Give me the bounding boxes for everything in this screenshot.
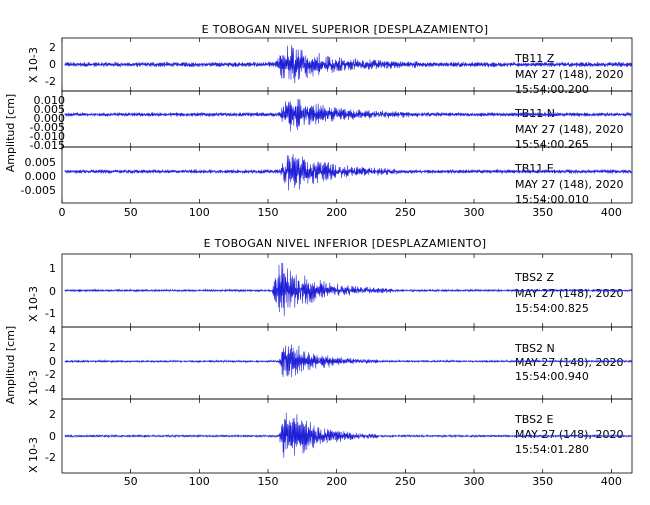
y-tick-label: 0.010 bbox=[34, 94, 66, 107]
y-tick-label: 2 bbox=[49, 408, 56, 421]
y-tick-label: -0.005 bbox=[30, 121, 65, 134]
bottom-x-tick-labels: 50 100 150 200 250 300 350 400 bbox=[124, 475, 622, 488]
channel-label: TB11 Z bbox=[514, 52, 555, 65]
y-tick-label: 0 bbox=[49, 355, 56, 368]
x-tick-label: 150 bbox=[258, 206, 279, 219]
x-tick-label: 50 bbox=[124, 206, 138, 219]
y-tick-labels: 2 0 -2 bbox=[45, 41, 56, 88]
x-tick-label: 350 bbox=[532, 206, 553, 219]
waveform-trace-tbs2-e bbox=[64, 412, 633, 458]
x-tick-label: 200 bbox=[326, 475, 347, 488]
waveform-trace-tbs2-z bbox=[64, 262, 633, 317]
y-tick-label: 2 bbox=[49, 41, 56, 54]
y-tick-label: 0.000 bbox=[25, 170, 57, 183]
x-tick-label: 400 bbox=[601, 475, 622, 488]
y-tick-label: -0.010 bbox=[30, 130, 65, 143]
y-tick-label: 0.000 bbox=[34, 112, 66, 125]
scale-label: X 10-3 bbox=[27, 47, 40, 83]
top-y-axis-label: Amplitud [cm] bbox=[4, 94, 17, 172]
bottom-panel-3: X 10-3 2 0 -2 TBS2 E MAY 27 (148), 2020 … bbox=[27, 398, 633, 474]
x-tick-label: 0 bbox=[59, 206, 66, 219]
panel-frame bbox=[61, 146, 633, 204]
scale-label: X 10-3 bbox=[27, 437, 40, 473]
x-tick-label: 150 bbox=[258, 475, 279, 488]
time-label: 15:54:00.010 bbox=[515, 193, 589, 206]
x-tick-label: 300 bbox=[464, 475, 485, 488]
y-tick-label: -2 bbox=[45, 451, 56, 464]
date-label: MAY 27 (148), 2020 bbox=[515, 123, 623, 136]
time-label: 15:54:00.200 bbox=[515, 83, 589, 96]
scale-label: X 10-3 bbox=[27, 286, 40, 322]
waveform-trace-tbs2-n bbox=[64, 344, 633, 378]
y-tick-label: 0 bbox=[49, 285, 56, 298]
x-tick-label: 350 bbox=[532, 475, 553, 488]
waveform-trace-tb11-e bbox=[64, 154, 633, 191]
date-label: MAY 27 (148), 2020 bbox=[515, 287, 623, 300]
top-panel-2: 0.010 0.005 0.000 -0.005 -0.010 -0.015 T… bbox=[30, 90, 633, 152]
top-panel-3: 0.005 0.000 -0.005 TB11 E MAY 27 (148), … bbox=[21, 146, 633, 206]
scale-label: X 10-3 bbox=[27, 370, 40, 406]
x-tick-label: 50 bbox=[124, 475, 138, 488]
y-tick-labels: 0.010 0.005 0.000 -0.005 -0.010 -0.015 bbox=[30, 94, 65, 152]
waveform-traces bbox=[64, 45, 633, 458]
channel-label: TBS2 E bbox=[514, 413, 554, 426]
y-tick-labels: 1 0 -1 bbox=[45, 262, 56, 320]
y-tick-label: 4 bbox=[49, 324, 56, 337]
y-tick-label: 0 bbox=[49, 58, 56, 71]
x-tick-label: 100 bbox=[189, 475, 210, 488]
y-tick-label: -4 bbox=[45, 383, 56, 396]
top-panel-1: X 10-3 2 0 -2 TB11 Z MAY 27 (148), 2020 … bbox=[27, 37, 633, 96]
y-tick-labels: 0.005 0.000 -0.005 bbox=[21, 156, 56, 197]
top-chart-title: E TOBOGAN NIVEL SUPERIOR [DESPLAZAMIENTO… bbox=[202, 23, 489, 36]
y-tick-label: -0.005 bbox=[21, 184, 56, 197]
date-label: MAY 27 (148), 2020 bbox=[515, 68, 623, 81]
bottom-y-axis-label: Amplitud [cm] bbox=[4, 326, 17, 404]
y-tick-label: -2 bbox=[45, 75, 56, 88]
bottom-panel-2: X 10-3 4 2 0 -2 -4 TBS2 N MAY 27 (148), … bbox=[27, 324, 633, 406]
date-label: MAY 27 (148), 2020 bbox=[515, 178, 623, 191]
x-tick-label: 100 bbox=[189, 206, 210, 219]
axis-ticks bbox=[61, 38, 612, 473]
waveform-trace-tb11-z bbox=[64, 45, 633, 84]
time-label: 15:54:01.280 bbox=[515, 443, 589, 456]
top-x-tick-labels: 0 50 100 150 200 250 300 350 400 bbox=[59, 206, 622, 219]
channel-label: TB11 N bbox=[514, 107, 555, 120]
channel-label: TBS2 N bbox=[514, 342, 555, 355]
date-label: MAY 27 (148), 2020 bbox=[515, 356, 623, 369]
y-tick-label: 0.005 bbox=[25, 156, 57, 169]
y-tick-label: -2 bbox=[45, 368, 56, 381]
date-label: MAY 27 (148), 2020 bbox=[515, 428, 623, 441]
channel-label: TBS2 Z bbox=[514, 271, 555, 284]
x-tick-label: 300 bbox=[464, 206, 485, 219]
y-tick-label: 1 bbox=[49, 262, 56, 275]
y-tick-label: 0 bbox=[49, 430, 56, 443]
y-tick-labels: 2 0 -2 bbox=[45, 408, 56, 464]
x-tick-label: 250 bbox=[395, 475, 416, 488]
y-tick-label: -1 bbox=[45, 307, 56, 320]
x-tick-label: 400 bbox=[601, 206, 622, 219]
waveform-trace-tb11-n bbox=[64, 99, 633, 132]
y-tick-label: 2 bbox=[49, 341, 56, 354]
y-tick-label: -0.015 bbox=[30, 139, 65, 152]
time-label: 15:54:00.265 bbox=[515, 138, 589, 151]
y-tick-label: 0.005 bbox=[34, 103, 66, 116]
bottom-chart-title: E TOBOGAN NIVEL INFERIOR [DESPLAZAMIENTO… bbox=[204, 237, 487, 250]
time-label: 15:54:00.940 bbox=[515, 370, 589, 383]
x-tick-label: 250 bbox=[395, 206, 416, 219]
x-tick-label: 200 bbox=[326, 206, 347, 219]
time-label: 15:54:00.825 bbox=[515, 302, 589, 315]
y-tick-labels: 4 2 0 -2 -4 bbox=[45, 324, 56, 396]
